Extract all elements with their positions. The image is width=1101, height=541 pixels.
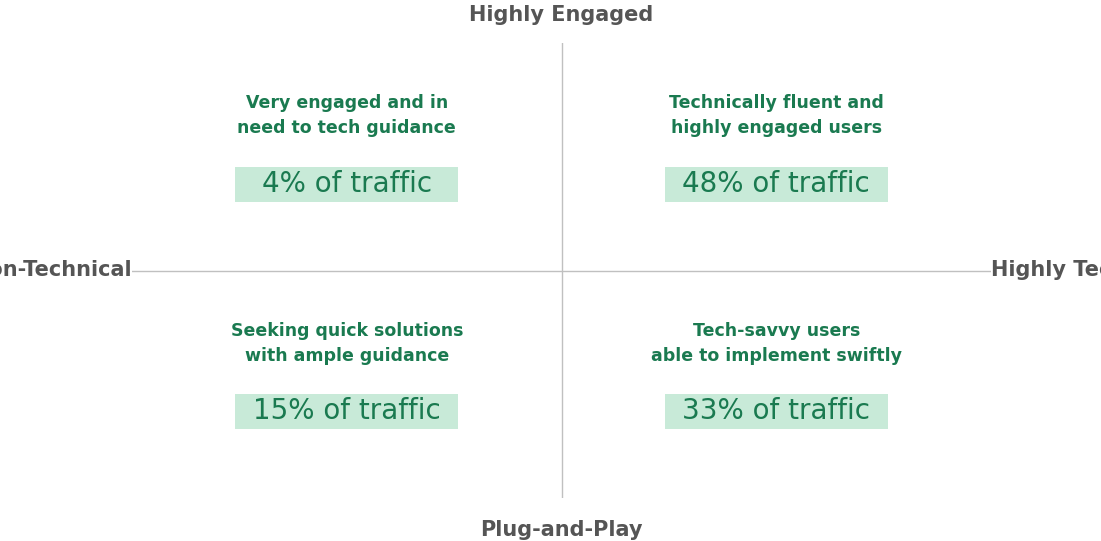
Text: 4% of traffic: 4% of traffic — [262, 170, 432, 198]
Text: Highly Engaged: Highly Engaged — [469, 5, 654, 25]
Text: Technically fluent and
highly engaged users: Technically fluent and highly engaged us… — [668, 95, 884, 137]
Text: Seeking quick solutions
with ample guidance: Seeking quick solutions with ample guida… — [230, 322, 464, 365]
FancyBboxPatch shape — [665, 167, 887, 202]
Text: Highly Technical: Highly Technical — [991, 261, 1101, 280]
FancyBboxPatch shape — [236, 394, 458, 429]
Text: 15% of traffic: 15% of traffic — [253, 398, 440, 425]
Text: Tech-savvy users
able to implement swiftly: Tech-savvy users able to implement swift… — [651, 322, 902, 365]
Text: 33% of traffic: 33% of traffic — [683, 398, 870, 425]
Text: Non-Technical: Non-Technical — [0, 261, 132, 280]
Text: Very engaged and in
need to tech guidance: Very engaged and in need to tech guidanc… — [238, 95, 456, 137]
FancyBboxPatch shape — [665, 394, 887, 429]
FancyBboxPatch shape — [236, 167, 458, 202]
Text: Plug-and-Play: Plug-and-Play — [480, 520, 643, 540]
Text: 48% of traffic: 48% of traffic — [683, 170, 870, 198]
